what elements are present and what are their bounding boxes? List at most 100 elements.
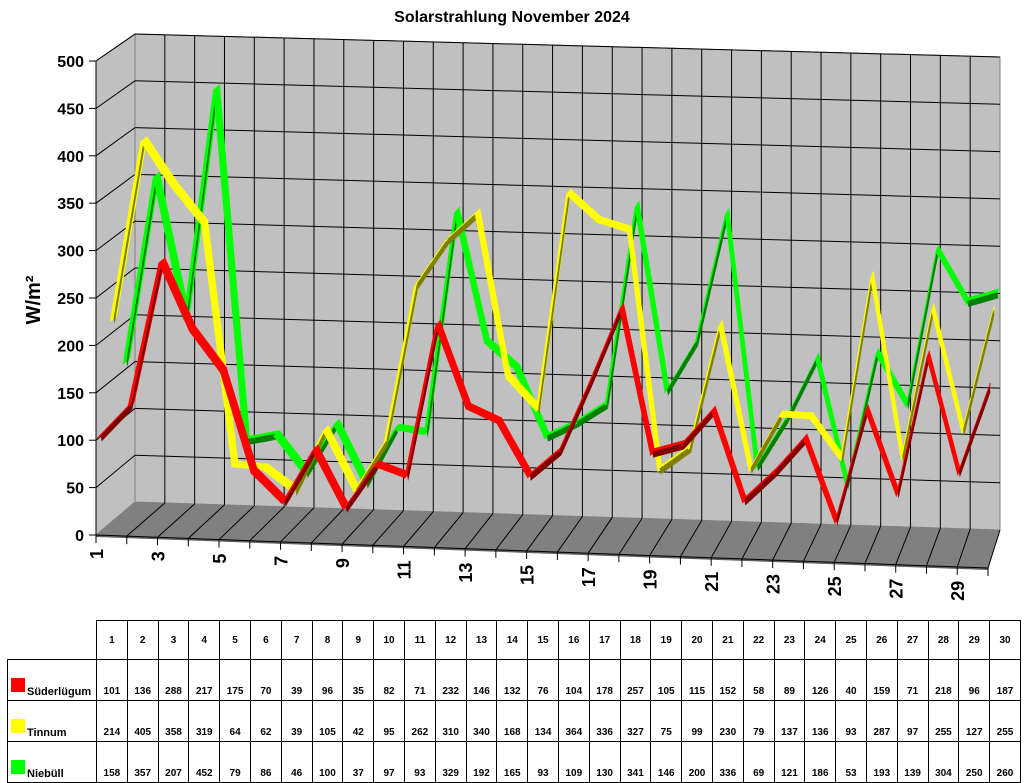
table-cell: 105 [650, 659, 683, 701]
table-cell: 405 [126, 700, 159, 742]
table-header-cell: 19 [650, 620, 683, 660]
table-cell: 217 [188, 659, 221, 701]
table-cell: 134 [527, 700, 559, 742]
table-row: Tinnum 214 405 358 319 64 62 39 105 42 95 262 310 340… [7, 700, 1021, 742]
y-tick-label: 400 [57, 149, 84, 166]
y-tick-label: 450 [57, 101, 84, 118]
table-cell: 71 [403, 659, 436, 701]
legend-swatch [11, 760, 25, 774]
table-cell: 165 [496, 741, 529, 783]
table-cell: 200 [681, 741, 713, 783]
table-header-cell: 27 [896, 620, 929, 660]
x-tick-label: 1 [87, 549, 107, 559]
x-tick-label: 17 [579, 567, 599, 587]
table-cell: 70 [249, 659, 282, 701]
table-cell: 310 [434, 700, 467, 742]
table-header-cell: 13 [465, 620, 498, 660]
table-header-cell: 3 [157, 620, 190, 660]
y-tick-label: 200 [57, 338, 84, 355]
table-cell: 257 [619, 659, 652, 701]
y-axis-label: W/m² [23, 275, 45, 324]
table-cell: 192 [465, 741, 498, 783]
table-corner [7, 620, 97, 660]
legend-entry: Niebüll [7, 741, 97, 783]
table-header-cell: 5 [219, 620, 251, 660]
table-header-cell: 18 [619, 620, 652, 660]
table-cell: 82 [373, 659, 405, 701]
table-header-cell: 26 [865, 620, 898, 660]
series-süderlügum [97, 256, 991, 526]
x-tick-label: 19 [641, 569, 661, 589]
table-cell: 319 [188, 700, 221, 742]
table-cell: 336 [711, 741, 744, 783]
table-cell: 327 [619, 700, 652, 742]
table-header-cell: 21 [711, 620, 744, 660]
y-tick-label: 500 [57, 54, 84, 71]
legend-swatch [11, 678, 25, 692]
table-header-cell: 7 [280, 620, 313, 660]
table-header-cell: 30 [989, 620, 1021, 660]
table-header-cell: 20 [681, 620, 713, 660]
table-cell: 288 [157, 659, 190, 701]
table-header-cell: 28 [927, 620, 960, 660]
table-cell: 93 [835, 700, 867, 742]
y-tick-label: 250 [57, 291, 84, 308]
x-tick-label: 3 [149, 551, 169, 561]
legend-entry: Süderlügum [7, 659, 97, 701]
table-cell: 69 [742, 741, 775, 783]
table-cell: 95 [373, 700, 405, 742]
table-header-cell: 2 [126, 620, 159, 660]
table-header-cell: 6 [249, 620, 282, 660]
table-cell: 96 [958, 659, 991, 701]
table-cell: 255 [927, 700, 960, 742]
x-tick-label: 25 [825, 576, 845, 596]
x-tick-label: 13 [456, 563, 476, 583]
table-cell: 287 [865, 700, 898, 742]
table-cell: 104 [557, 659, 590, 701]
table-cell: 97 [896, 700, 929, 742]
table-cell: 79 [219, 741, 251, 783]
table-cell: 39 [280, 659, 313, 701]
x-tick-label: 9 [333, 558, 353, 568]
table-header-cell: 8 [311, 620, 344, 660]
table-header-cell: 22 [742, 620, 775, 660]
x-axis: 1 3 5 7 9 11 13 15 17 19 21 23 25 27 29 [87, 534, 989, 601]
x-tick-label: 7 [272, 556, 292, 566]
table-cell: 86 [249, 741, 282, 783]
table-cell: 132 [496, 659, 529, 701]
table-cell: 62 [249, 700, 282, 742]
table-cell: 39 [280, 700, 313, 742]
table-cell: 187 [989, 659, 1021, 701]
table-header-cell: 16 [557, 620, 590, 660]
table-cell: 137 [773, 700, 806, 742]
table-cell: 336 [588, 700, 621, 742]
floor [96, 502, 1000, 568]
table-cell: 146 [465, 659, 498, 701]
table-cell: 97 [373, 741, 405, 783]
table-header-cell: 1 [96, 620, 128, 660]
table-row: Süderlügum 101 136 288 217 175 70 39 96 35 82 71 232… [7, 659, 1021, 701]
table-cell: 37 [342, 741, 375, 783]
table-cell: 40 [835, 659, 867, 701]
table-cell: 175 [219, 659, 251, 701]
series-niebüll [122, 84, 1000, 490]
chart-series [97, 84, 1000, 526]
table-header-cell: 11 [403, 620, 436, 660]
table-cell: 136 [126, 659, 159, 701]
x-tick-label: 23 [764, 574, 784, 594]
table-cell: 168 [496, 700, 529, 742]
table-cell: 193 [865, 741, 898, 783]
table-cell: 341 [619, 741, 652, 783]
table-cell: 139 [896, 741, 929, 783]
legend-entry: Tinnum [7, 700, 97, 742]
x-tick-label: 29 [948, 581, 968, 601]
y-tick-label: 150 [57, 386, 84, 403]
x-tick-label: 21 [702, 572, 722, 592]
table-cell: 79 [742, 700, 775, 742]
y-tick-label: 0 [75, 528, 84, 545]
table-cell: 127 [958, 700, 991, 742]
x-tick-label: 15 [518, 565, 538, 585]
table-cell: 76 [527, 659, 559, 701]
table-cell: 364 [557, 700, 590, 742]
